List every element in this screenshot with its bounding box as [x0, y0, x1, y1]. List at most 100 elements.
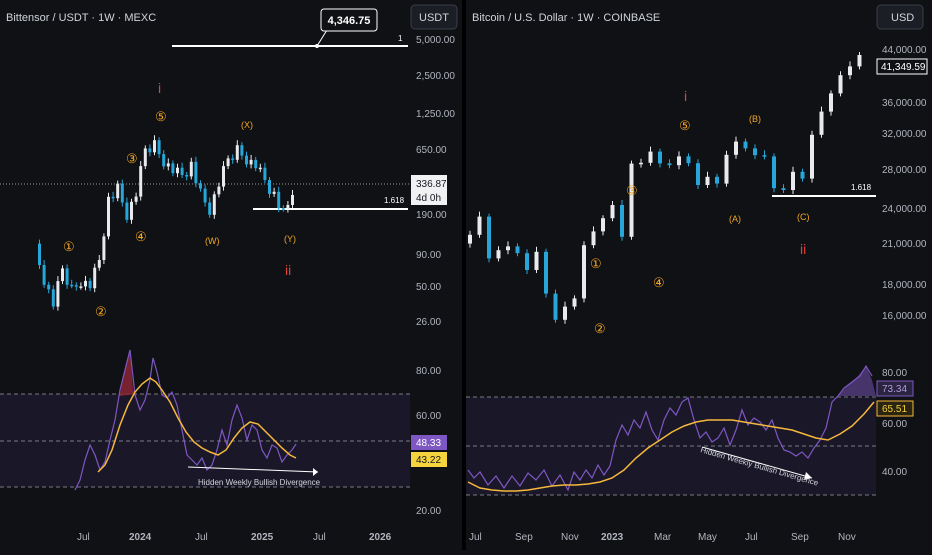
wave-b-label: (B): [749, 114, 761, 124]
right-rsi-ma-value: 65.51: [882, 404, 907, 415]
left-chart-pane[interactable]: Bittensor / USDT · 1W · MEXC USDT 5,000.…: [0, 4, 458, 543]
right-price-label: 18,000.00: [882, 280, 927, 291]
right-rsi-label: 80.00: [882, 368, 907, 379]
left-price-axis[interactable]: 5,000.00 2,500.00 1,250.00 650.00 190.00…: [416, 35, 455, 328]
left-rsi-label: 60.00: [416, 411, 441, 422]
left-target-callout[interactable]: [320, 8, 378, 32]
right-time-label: Jul: [469, 532, 482, 543]
right-time-label: Sep: [791, 532, 809, 543]
left-time-label: 2026: [369, 532, 392, 543]
wave-w-label: (W): [205, 236, 220, 246]
candle: [534, 251, 539, 270]
candle: [97, 260, 101, 268]
candle: [582, 245, 586, 299]
pane-divider[interactable]: [462, 0, 466, 550]
candle: [572, 298, 577, 307]
left-price-label: 5,000.00: [416, 35, 455, 46]
wave-5-label: ⑤: [155, 109, 167, 124]
candle: [639, 162, 643, 165]
left-price-label: 190.00: [416, 210, 447, 221]
candle: [762, 155, 767, 157]
candle: [240, 145, 244, 156]
candle: [601, 218, 605, 232]
left-rsi-label: 20.00: [416, 506, 441, 517]
candle: [620, 205, 624, 237]
left-time-axis[interactable]: Jul 2024 Jul 2025 Jul 2026: [77, 532, 392, 543]
right-rsi-axis[interactable]: 80.00 60.00 40.00: [882, 368, 907, 478]
candle: [291, 195, 294, 205]
right-wave-labels: ① ② ③ ④ ⑤: [590, 118, 691, 336]
candle: [134, 196, 138, 202]
left-candles: [38, 135, 294, 311]
right-candles: [468, 52, 862, 324]
candle: [525, 253, 529, 270]
left-time-label: Jul: [313, 532, 326, 543]
candle: [166, 163, 170, 167]
candle: [263, 167, 267, 180]
left-countdown: 4d 0h: [416, 193, 441, 204]
left-price-label: 90.00: [416, 250, 441, 261]
left-price-label: 2,500.00: [416, 71, 455, 82]
wave-x-label: (X): [241, 120, 253, 130]
candle: [677, 156, 681, 166]
candle: [116, 183, 120, 199]
candle: [217, 186, 221, 195]
candle: [477, 216, 482, 235]
major-wave-ii-label: ii: [285, 262, 291, 278]
candle: [272, 191, 276, 194]
candle: [563, 306, 567, 320]
left-corrective-labels: (X) (W) (Y): [205, 120, 296, 246]
major-wave-i-label: i: [684, 88, 687, 104]
candle: [38, 243, 41, 265]
wave-2-label: ②: [594, 321, 606, 336]
right-divergence-arrow[interactable]: [701, 446, 813, 479]
right-time-label: Sep: [515, 532, 533, 543]
right-time-label: Jul: [745, 532, 758, 543]
left-target-level-label: 1: [398, 34, 403, 43]
left-currency-button[interactable]: [410, 4, 458, 30]
left-target-callout-text: 4,346.75: [328, 15, 371, 27]
candle: [65, 268, 69, 285]
candle: [70, 284, 74, 287]
left-price-label: 1,250.00: [416, 109, 455, 120]
candle: [42, 265, 46, 285]
candle: [648, 151, 653, 163]
left-current-price-badge: [411, 175, 447, 205]
right-price-label: 32,000.00: [882, 129, 927, 140]
right-rsi-ma-badge: [876, 400, 914, 417]
left-major-labels: i ii: [158, 80, 291, 278]
candle: [51, 289, 55, 307]
right-currency-button[interactable]: [876, 4, 924, 30]
candle: [696, 163, 700, 185]
right-symbol-title: Bitcoin / U.S. Dollar · 1W · COINBASE: [472, 12, 660, 24]
left-time-label: Jul: [77, 532, 90, 543]
right-price-axis[interactable]: 44,000.00 36,000.00 32,000.00 28,000.00 …: [882, 45, 927, 322]
candle: [130, 201, 133, 220]
right-chart-pane[interactable]: Bitcoin / U.S. Dollar · 1W · COINBASE US…: [466, 4, 928, 543]
candle: [231, 158, 235, 160]
candle: [715, 176, 719, 184]
candle: [591, 231, 596, 246]
candle: [553, 293, 558, 320]
wave-4-label: ④: [135, 229, 147, 244]
right-time-axis[interactable]: Jul Sep Nov 2023 Mar May Jul Sep Nov: [469, 532, 856, 543]
wave-a-label: (A): [729, 214, 741, 224]
wave-3-label: ③: [626, 183, 638, 198]
wave-1-label: ①: [63, 239, 75, 254]
candle: [226, 158, 230, 167]
wave-1-label: ①: [590, 256, 602, 271]
right-current-price: 41,349.59: [881, 62, 926, 73]
left-callout-pointer: [316, 29, 328, 47]
candle: [139, 166, 143, 197]
left-divergence-arrow[interactable]: [187, 466, 319, 473]
candle: [705, 176, 710, 185]
candle: [153, 140, 156, 153]
candle: [258, 167, 262, 170]
candle: [544, 251, 548, 294]
left-time-label: Jul: [195, 532, 208, 543]
left-currency-label: USDT: [419, 12, 449, 24]
right-price-label: 16,000.00: [882, 311, 927, 322]
left-rsi-line: [74, 349, 297, 491]
left-rsi-ma-line: [97, 377, 297, 473]
wave-2-label: ②: [95, 304, 107, 319]
